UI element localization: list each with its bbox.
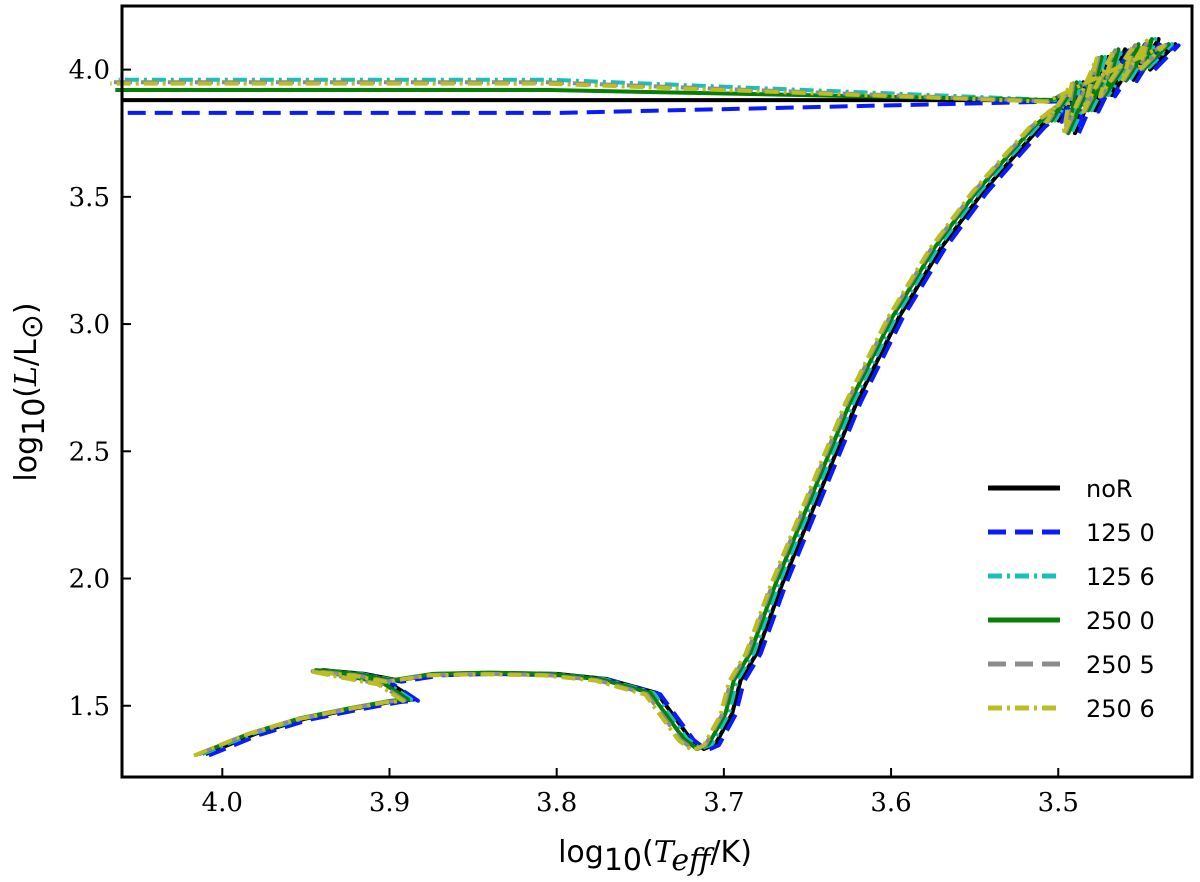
y-tick-label: 2.5 (69, 437, 110, 467)
legend-label: 250 0 (1086, 607, 1155, 635)
x-tick-label: 3.8 (536, 788, 577, 818)
y-tick-label: 3.0 (69, 310, 110, 340)
x-tick-label: 3.9 (369, 788, 410, 818)
legend-label: 125 6 (1086, 563, 1155, 591)
x-tick-label: 3.7 (703, 788, 744, 818)
x-axis-label: log10(Teff/K) (558, 835, 752, 878)
track-lines (110, 37, 1181, 758)
x-tick-label: 3.6 (870, 788, 911, 818)
y-tick-label: 2.0 (69, 565, 110, 595)
y-axis-ticks: 1.5 2.0 2.5 3.0 3.5 4.0 (69, 56, 131, 722)
legend: noR 125 0 125 6 250 0 250 5 250 6 (988, 475, 1155, 723)
track-line-250-6 (110, 38, 1166, 758)
legend-label: 250 6 (1086, 695, 1155, 723)
legend-label: 125 0 (1086, 519, 1155, 547)
x-tick-label: 3.5 (1038, 788, 1079, 818)
x-axis-ticks: 4.0 3.9 3.8 3.7 3.6 3.5 (202, 768, 1079, 818)
y-tick-label: 1.5 (69, 692, 110, 722)
legend-label: noR (1086, 475, 1133, 503)
y-axis-label: log10(L/L⊙) (9, 302, 52, 481)
y-tick-label: 3.5 (69, 183, 110, 213)
y-tick-label: 4.0 (69, 56, 110, 86)
track-line-250-5 (112, 38, 1168, 757)
legend-label: 250 5 (1086, 651, 1155, 679)
x-tick-label: 4.0 (202, 788, 243, 818)
plot-frame (120, 4, 1194, 779)
